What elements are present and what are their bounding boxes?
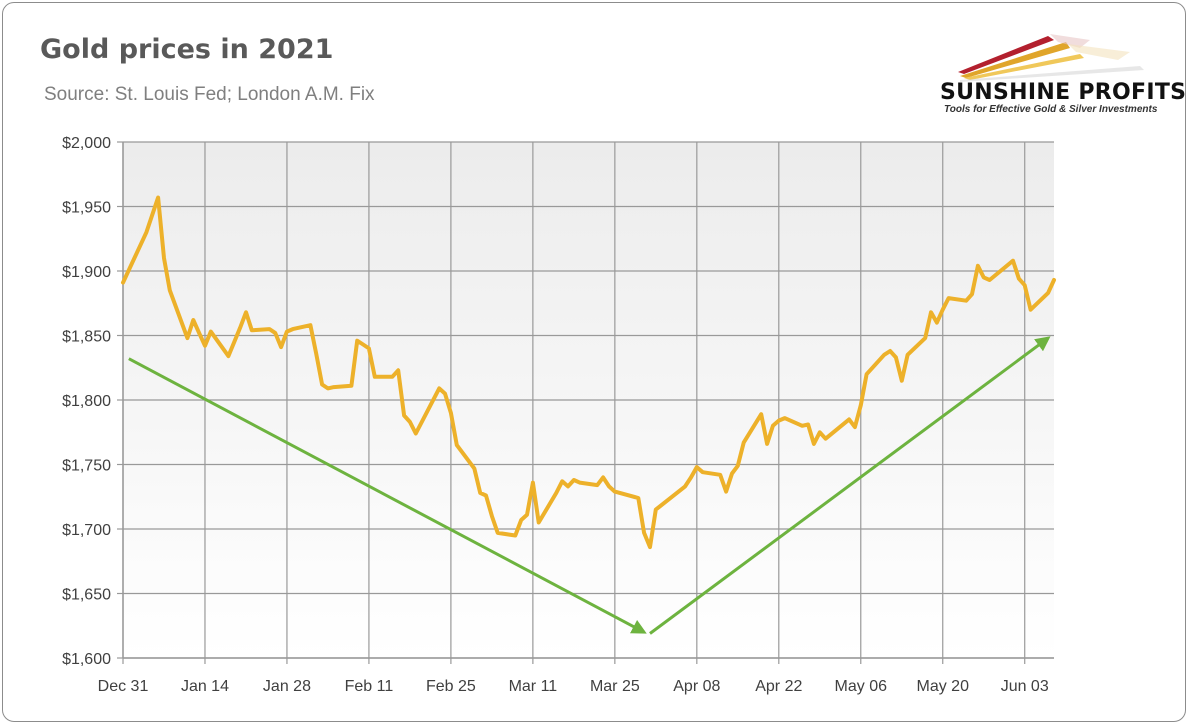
x-tick-label: Dec 31: [98, 678, 149, 695]
x-tick-label: Feb 11: [345, 678, 394, 695]
x-tick-label: Apr 22: [755, 678, 802, 695]
gold-price-line: [121, 195, 1056, 550]
x-axis: Dec 31 Jan 14 Jan 28 Feb 11 Feb 25 Mar 11 Mar …: [98, 658, 1049, 695]
logo-tagline: Tools for Effective Gold & Silver Invest…: [944, 104, 1158, 115]
x-tick-label: Mar 25: [590, 678, 640, 695]
x-tick-label: Jun 03: [1001, 678, 1049, 695]
y-tick-label: $1,850: [62, 329, 111, 346]
logo-name: SUNSHINE PROFITS: [940, 80, 1187, 105]
trend-arrows: [128, 336, 1051, 635]
x-tick-label: Feb 25: [426, 678, 476, 695]
x-tick-label: Mar 11: [509, 678, 558, 695]
x-tick-label: Jan 14: [181, 678, 229, 695]
y-tick-label: $1,900: [62, 264, 111, 281]
y-tick-label: $1,950: [62, 200, 111, 217]
y-axis: $1,600 $1,650 $1,700 $1,750 $1,800 $1,850 $1,9…: [62, 135, 123, 668]
y-tick-label: $1,650: [62, 587, 111, 604]
y-tick-label: $1,700: [62, 522, 111, 539]
trend-arrow: [128, 357, 647, 634]
y-tick-label: $1,600: [62, 651, 111, 668]
y-tick-label: $1,750: [62, 458, 111, 475]
sunshine-profits-logo-icon: [958, 34, 1144, 82]
x-tick-label: May 06: [835, 678, 888, 695]
trend-arrow: [649, 336, 1051, 635]
x-tick-label: Apr 08: [673, 678, 720, 695]
gridlines: [122, 141, 1054, 659]
series-layer: [121, 195, 1056, 550]
page-title: Gold prices in 2021: [40, 34, 334, 65]
y-tick-label: $1,800: [62, 393, 111, 410]
chart-subtitle: Source: St. Louis Fed; London A.M. Fix: [44, 84, 375, 105]
x-tick-label: May 20: [917, 678, 970, 695]
y-tick-label: $2,000: [62, 135, 111, 152]
x-tick-label: Jan 28: [263, 678, 311, 695]
